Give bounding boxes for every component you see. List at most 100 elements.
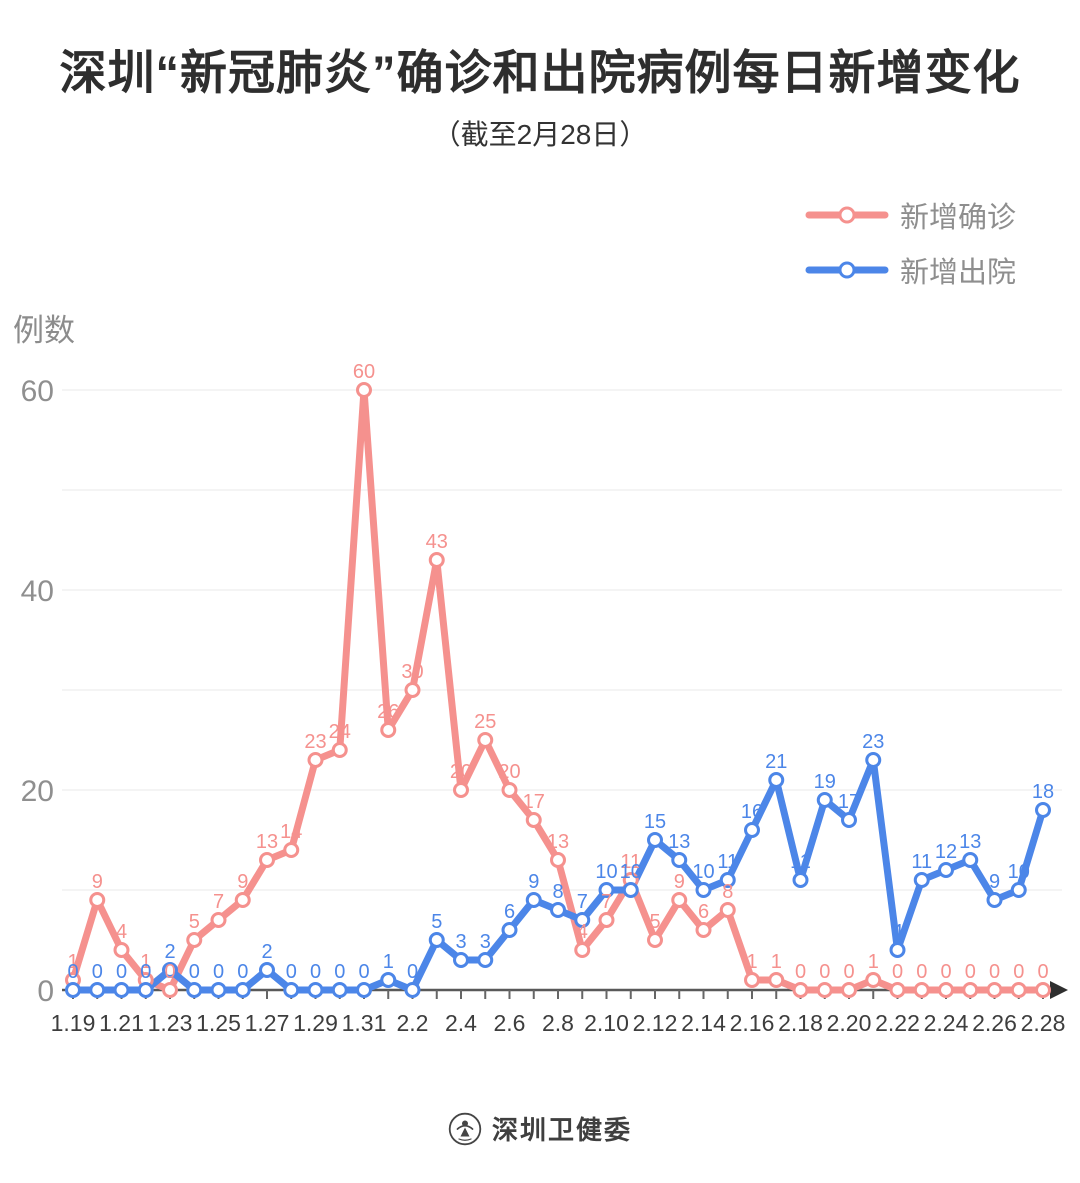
legend-label-discharged: 新增出院 (899, 257, 1016, 289)
svg-text:1: 1 (67, 951, 78, 973)
svg-text:26: 26 (377, 701, 399, 723)
svg-text:43: 43 (426, 531, 448, 553)
legend: 新增确诊 新增出院 (805, 194, 1016, 291)
svg-text:10: 10 (620, 861, 642, 883)
svg-text:2.8: 2.8 (542, 1010, 574, 1036)
svg-text:0: 0 (843, 961, 854, 983)
svg-text:2.20: 2.20 (827, 1010, 872, 1036)
chart-subtitle: （截至2月28日） (432, 119, 648, 150)
svg-text:2.4: 2.4 (445, 1010, 477, 1036)
svg-text:1.23: 1.23 (148, 1010, 193, 1036)
svg-text:0: 0 (819, 961, 830, 983)
svg-text:0: 0 (334, 961, 345, 983)
svg-text:60: 60 (21, 375, 54, 408)
chart-title: 深圳“新冠肺炎”确诊和出院病例每日新增变化 (59, 46, 1021, 99)
svg-text:6: 6 (504, 901, 515, 923)
svg-text:1: 1 (771, 951, 782, 973)
svg-text:0: 0 (92, 961, 103, 983)
svg-text:2.16: 2.16 (730, 1010, 775, 1036)
svg-text:10: 10 (1008, 861, 1030, 883)
svg-text:0: 0 (795, 961, 806, 983)
svg-text:5: 5 (431, 911, 442, 933)
grid-lines (62, 389, 1062, 891)
svg-text:0: 0 (164, 961, 175, 983)
svg-text:1: 1 (746, 951, 757, 973)
svg-text:60: 60 (353, 361, 375, 383)
svg-text:0: 0 (37, 975, 54, 1008)
brand-name: 深圳卫健委 (491, 1115, 632, 1145)
svg-text:13: 13 (256, 831, 278, 853)
svg-text:9: 9 (528, 871, 539, 893)
svg-text:4: 4 (116, 921, 127, 943)
svg-text:3: 3 (455, 931, 466, 953)
svg-text:1.19: 1.19 (51, 1010, 96, 1036)
axis-arrow-icon (1050, 981, 1068, 999)
svg-text:2.10: 2.10 (584, 1010, 629, 1036)
svg-text:13: 13 (547, 831, 569, 853)
svg-text:0: 0 (892, 961, 903, 983)
svg-text:1.21: 1.21 (99, 1010, 144, 1036)
svg-text:2.18: 2.18 (778, 1010, 823, 1036)
svg-text:2: 2 (164, 941, 175, 963)
svg-text:9: 9 (237, 871, 248, 893)
series-confirmed-points (65, 382, 1051, 998)
legend-label-confirmed: 新增确诊 (899, 202, 1016, 234)
svg-text:4: 4 (577, 921, 588, 943)
svg-text:0: 0 (140, 961, 151, 983)
svg-text:11: 11 (717, 851, 738, 873)
svg-text:20: 20 (450, 761, 472, 783)
svg-text:21: 21 (765, 751, 787, 773)
svg-text:0: 0 (213, 961, 224, 983)
svg-text:10: 10 (692, 861, 714, 883)
svg-text:24: 24 (329, 721, 351, 743)
svg-text:1.27: 1.27 (245, 1010, 290, 1036)
y-tick-labels: 0 20 40 60 (21, 375, 54, 1008)
svg-text:9: 9 (674, 871, 685, 893)
svg-text:10: 10 (595, 861, 617, 883)
svg-text:30: 30 (401, 661, 423, 683)
svg-text:2.26: 2.26 (972, 1010, 1017, 1036)
svg-text:2.12: 2.12 (633, 1010, 678, 1036)
svg-text:17: 17 (838, 791, 860, 813)
svg-text:7: 7 (577, 891, 588, 913)
svg-text:1.29: 1.29 (293, 1010, 338, 1036)
svg-text:1.31: 1.31 (342, 1010, 387, 1036)
svg-text:12: 12 (935, 841, 957, 863)
svg-text:0: 0 (237, 961, 248, 983)
svg-text:0: 0 (310, 961, 321, 983)
svg-text:2: 2 (261, 941, 272, 963)
series-discharged-points (65, 752, 1051, 998)
svg-text:2.6: 2.6 (494, 1010, 526, 1036)
svg-text:23: 23 (304, 731, 326, 753)
legend-item-discharged: 新增出院 (805, 249, 1016, 291)
svg-text:20: 20 (498, 761, 520, 783)
svg-text:0: 0 (1037, 961, 1048, 983)
svg-text:6: 6 (698, 901, 709, 923)
svg-text:0: 0 (358, 961, 369, 983)
svg-text:8: 8 (722, 881, 733, 903)
svg-text:1.25: 1.25 (196, 1010, 241, 1036)
svg-text:7: 7 (601, 891, 612, 913)
svg-text:0: 0 (989, 961, 1000, 983)
svg-text:14: 14 (280, 821, 302, 843)
svg-text:11: 11 (620, 851, 641, 873)
svg-text:0: 0 (1013, 961, 1024, 983)
svg-text:9: 9 (989, 871, 1000, 893)
svg-text:11: 11 (790, 851, 811, 873)
svg-text:11: 11 (911, 851, 932, 873)
svg-text:0: 0 (189, 961, 200, 983)
svg-text:9: 9 (92, 871, 103, 893)
svg-text:3: 3 (480, 931, 491, 953)
svg-text:13: 13 (668, 831, 690, 853)
svg-text:2.28: 2.28 (1021, 1010, 1066, 1036)
svg-text:7: 7 (213, 891, 224, 913)
svg-text:1: 1 (140, 951, 151, 973)
svg-text:13: 13 (959, 831, 981, 853)
svg-text:2.14: 2.14 (681, 1010, 726, 1036)
svg-text:17: 17 (523, 791, 545, 813)
svg-text:0: 0 (67, 961, 78, 983)
svg-text:8: 8 (552, 881, 563, 903)
